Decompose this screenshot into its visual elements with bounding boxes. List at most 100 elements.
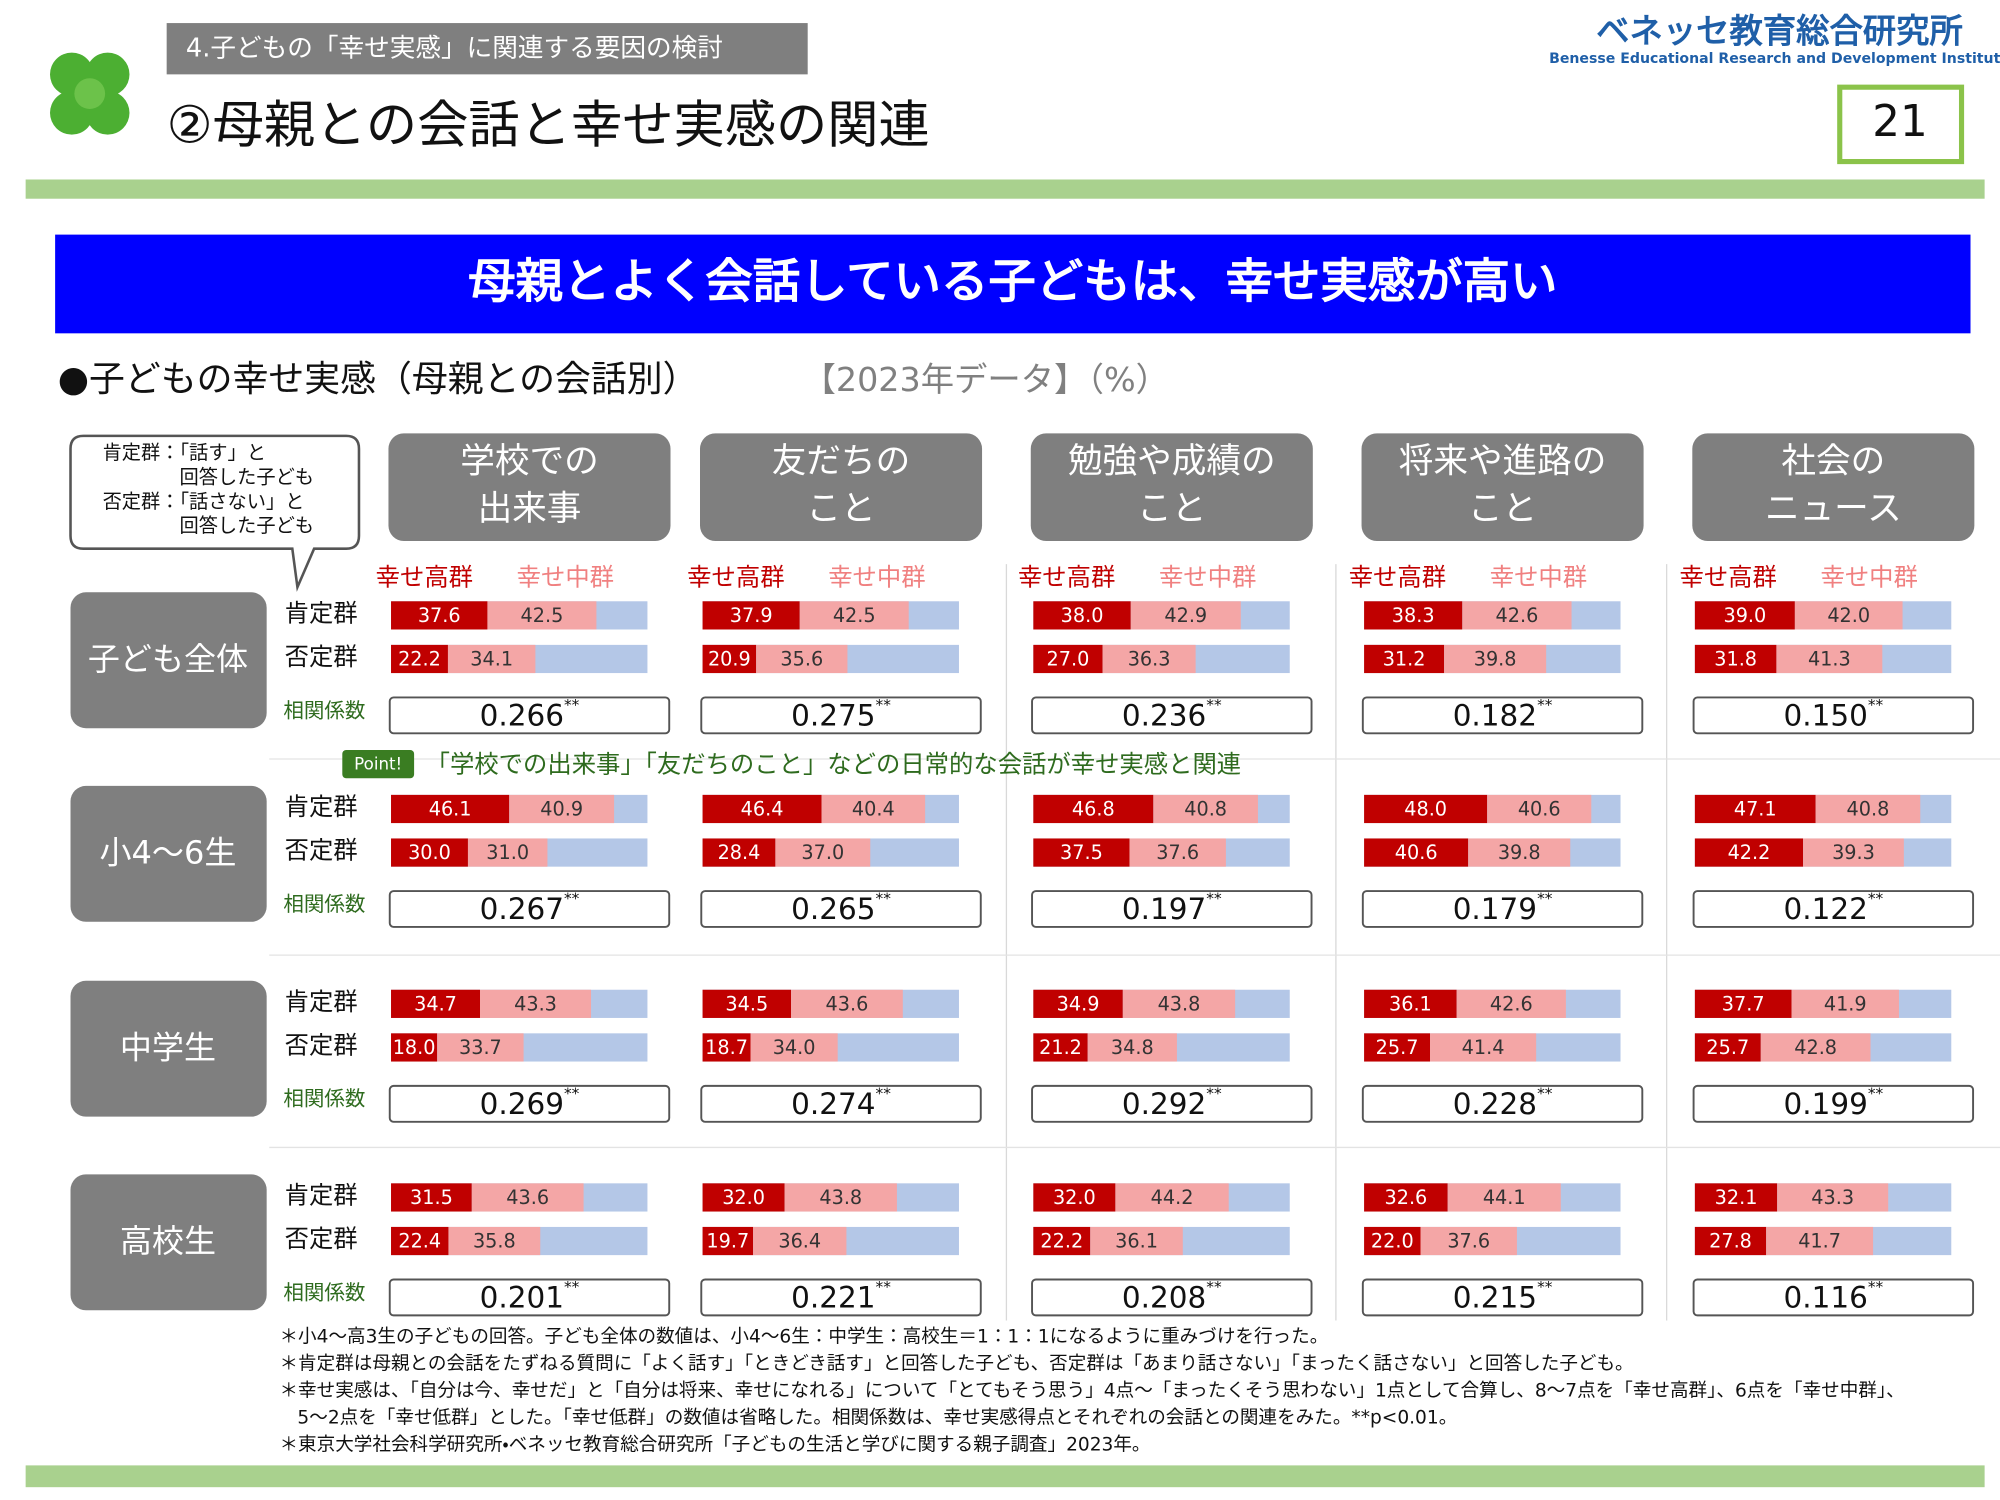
bar-segment	[1130, 601, 1241, 630]
bar-segment	[480, 989, 592, 1018]
logo: ベネッセ教育総合研究所	[1596, 11, 1963, 50]
bar-value-label: 42.6	[1496, 604, 1539, 627]
bar-value-label: 25.7	[1706, 1036, 1749, 1059]
corr-sig: **	[1537, 696, 1553, 714]
bar-value-label: 41.3	[1808, 647, 1851, 670]
bar-segment	[448, 1226, 541, 1256]
corr-box	[700, 1278, 982, 1317]
point-tag-box	[342, 750, 415, 779]
topic-label: 将来や進路の	[1399, 442, 1607, 482]
bar-segment	[1694, 644, 1777, 674]
bar-segment	[1456, 989, 1566, 1018]
bar-segment	[1090, 1226, 1183, 1256]
corr-sig: **	[564, 1278, 580, 1296]
legend-label: 幸せ高群	[376, 562, 473, 591]
bar-value-label: 40.9	[540, 797, 583, 820]
corr-box	[1031, 696, 1313, 735]
point-tag: Point!	[354, 755, 402, 774]
legend-label: 幸せ高群	[1349, 562, 1446, 591]
bar-value-label: 36.3	[1128, 647, 1171, 670]
topic-box	[1361, 433, 1644, 542]
topic-box	[388, 433, 671, 542]
corr-sig: **	[1868, 890, 1884, 908]
corr-sig: **	[1868, 1085, 1884, 1103]
legend-label: 幸せ高群	[687, 562, 784, 591]
bar-value-label: 41.9	[1824, 992, 1867, 1015]
bar-segment	[1102, 644, 1196, 674]
bar-value-label: 31.5	[410, 1186, 453, 1209]
corr-label: 相関係数	[283, 892, 365, 916]
corr-box	[1692, 1278, 1975, 1317]
bar-segment	[1462, 601, 1572, 630]
bar-value-label: 22.2	[398, 647, 441, 670]
corr-value: 0.199**	[1783, 1085, 1883, 1121]
corr-box	[1031, 1084, 1313, 1123]
bar-segment	[1033, 644, 1103, 674]
bar-value-label: 22.4	[398, 1230, 441, 1253]
bar-segment	[1694, 1183, 1778, 1212]
chart-title: ●子どもの幸せ実感（母親との会話別）	[58, 359, 699, 400]
bar-value-label: 18.7	[705, 1036, 748, 1059]
corr-number: 0.179	[1453, 892, 1537, 926]
corr-box	[1361, 1278, 1644, 1317]
bar-segment	[487, 601, 597, 630]
bar-value-label: 36.1	[1389, 992, 1432, 1015]
bar-value-label: 41.7	[1798, 1230, 1841, 1253]
corr-box	[1361, 890, 1644, 928]
bar-value-label: 43.6	[506, 1186, 549, 1209]
bar-value-label: 42.6	[1490, 992, 1533, 1015]
bar-value-label: 25.7	[1376, 1036, 1419, 1059]
bar-segment	[702, 989, 792, 1018]
bar-segment	[784, 1183, 897, 1212]
bar-value-label: 42.0	[1827, 604, 1870, 627]
corr-box	[388, 1278, 671, 1317]
corr-label: 相関係数	[283, 698, 365, 722]
topic-label: 学校での	[460, 442, 598, 482]
corr-number: 0.221	[791, 1280, 875, 1314]
footnote: ＊東京大学社会科学研究所・ベネッセ教育総合研究所「子どもの生活と学びに関する親子…	[279, 1434, 1150, 1455]
legend-label: 幸せ中群	[1821, 562, 1918, 591]
chart-subtitle: 【2023年データ】（%）	[803, 360, 1169, 399]
bar-value-label: 37.6	[1447, 1230, 1490, 1253]
corr-value: 0.274**	[791, 1085, 891, 1121]
corr-box	[1031, 890, 1313, 928]
bar-value-label: 34.9	[1057, 992, 1100, 1015]
bar-value-label: 40.4	[852, 797, 895, 820]
bar-value-label: 36.4	[778, 1230, 821, 1253]
bar-value-label: 37.6	[418, 604, 461, 627]
bar-value-label: 31.0	[486, 841, 529, 864]
corr-value: 0.266**	[480, 696, 580, 732]
bar-segment	[1791, 989, 1899, 1018]
group-label: 子ども全体	[88, 640, 248, 678]
bar-value-label: 37.9	[730, 604, 773, 627]
bar-value-label: 30.0	[408, 841, 451, 864]
bar-value-label: 46.8	[1072, 797, 1115, 820]
corr-label: 相関係数	[283, 1280, 365, 1304]
corr-value: 0.201**	[480, 1278, 580, 1314]
bar-segment	[1033, 989, 1123, 1018]
corr-number: 0.228	[1453, 1087, 1537, 1121]
bar-segment	[1087, 1033, 1177, 1062]
bar-segment	[1364, 1183, 1448, 1212]
bar-value-label: 40.8	[1847, 797, 1890, 820]
bar-segment	[1364, 1226, 1421, 1256]
section-box	[166, 23, 808, 75]
bar-value-label: 41.4	[1462, 1036, 1505, 1059]
bar-segment	[1776, 644, 1883, 674]
bar-value-label: 34.1	[470, 647, 513, 670]
bar-segment	[1694, 1033, 1761, 1062]
bubble-line: 回答した子ども	[179, 465, 314, 488]
legend-label: 幸せ中群	[1490, 562, 1587, 591]
corr-sig: **	[1537, 1085, 1553, 1103]
bar-value-label: 42.5	[833, 604, 876, 627]
bar-segment	[1033, 1226, 1091, 1256]
bar-value-label: 44.2	[1151, 1186, 1194, 1209]
topic-label: こと	[806, 489, 875, 529]
bar-value-label: 44.1	[1483, 1186, 1526, 1209]
banner: 母親とよく会話している子どもは、幸せ実感が高い	[468, 255, 1557, 310]
bar-value-label: 27.0	[1047, 647, 1090, 670]
corr-number: 0.122	[1783, 892, 1867, 926]
corr-value: 0.267**	[480, 890, 580, 926]
corr-sig: **	[876, 890, 892, 908]
corr-label: 相関係数	[283, 1087, 365, 1111]
